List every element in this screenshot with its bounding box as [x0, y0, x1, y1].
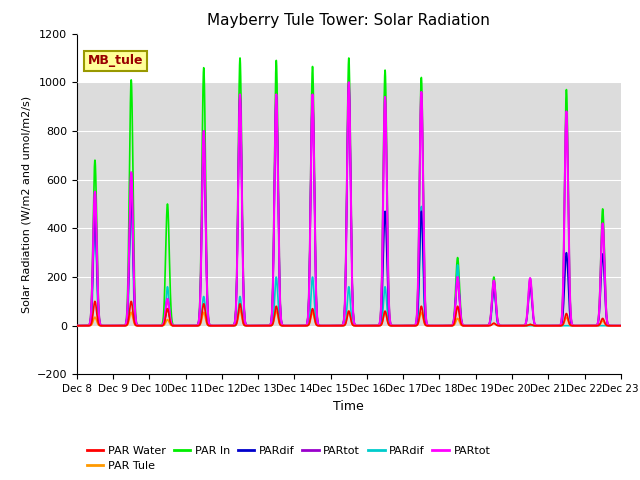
Bar: [77, 82, 621, 326]
X-axis label: Time: Time: [333, 400, 364, 413]
Title: Mayberry Tule Tower: Solar Radiation: Mayberry Tule Tower: Solar Radiation: [207, 13, 490, 28]
Y-axis label: Solar Radiation (W/m2 and umol/m2/s): Solar Radiation (W/m2 and umol/m2/s): [21, 96, 31, 312]
Legend: PAR Water, PAR Tule, PAR In, PARdif, PARtot, PARdif, PARtot: PAR Water, PAR Tule, PAR In, PARdif, PAR…: [83, 441, 495, 476]
Text: MB_tule: MB_tule: [88, 54, 143, 67]
